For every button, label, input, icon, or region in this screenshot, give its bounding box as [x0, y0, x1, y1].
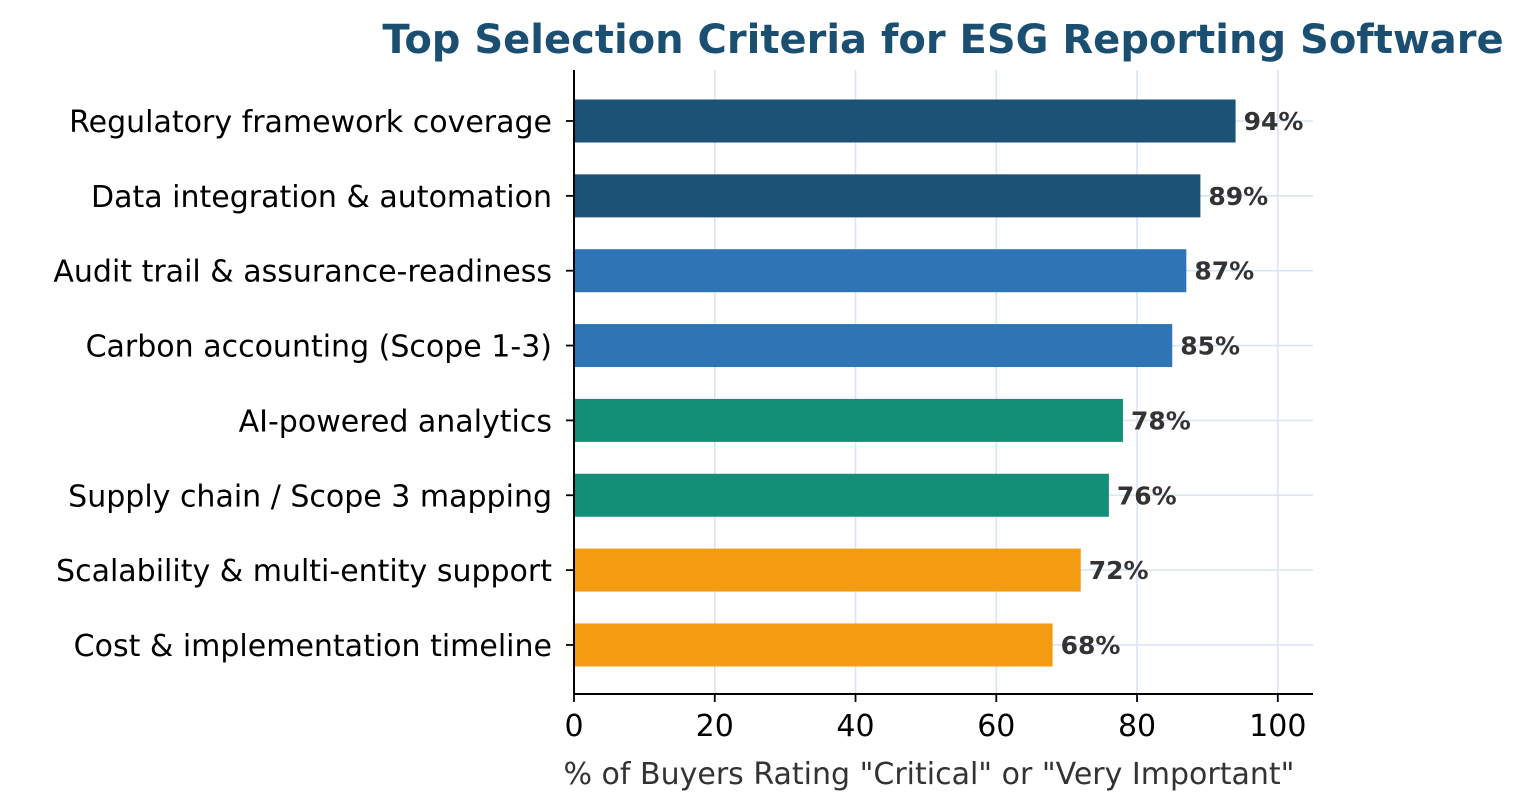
value-label: 87% [1194, 257, 1254, 286]
bar [574, 473, 1109, 517]
x-tick-label: 20 [696, 709, 734, 744]
bars [574, 99, 1236, 667]
value-label: 76% [1117, 481, 1177, 510]
category-label: Scalability & multi-entity support [56, 554, 552, 589]
bar [574, 174, 1201, 218]
category-label: Carbon accounting (Scope 1-3) [86, 330, 552, 365]
value-label: 85% [1180, 332, 1240, 361]
value-label: 89% [1208, 182, 1268, 211]
x-tick-label: 100 [1249, 709, 1306, 744]
category-label: Audit trail & assurance-readiness [53, 255, 552, 290]
x-tick-label: 40 [836, 709, 874, 744]
bar [574, 249, 1187, 293]
x-tick-label: 60 [977, 709, 1015, 744]
category-label: Supply chain / Scope 3 mapping [68, 479, 552, 514]
bar [574, 324, 1173, 368]
labels: Regulatory framework coverage 94% Data int… [53, 105, 1306, 744]
category-label: AI-powered analytics [239, 404, 552, 439]
bar [574, 548, 1081, 592]
category-label: Cost & implementation timeline [74, 629, 552, 664]
bar [574, 623, 1053, 667]
gridlines [574, 70, 1313, 694]
value-label: 72% [1089, 556, 1149, 585]
x-tick-label: 80 [1118, 709, 1156, 744]
value-label: 78% [1131, 406, 1191, 435]
category-label: Regulatory framework coverage [69, 105, 552, 140]
bar [574, 398, 1123, 442]
x-tick-label: 0 [564, 709, 583, 744]
value-label: 94% [1244, 107, 1304, 136]
bar [574, 99, 1236, 143]
category-label: Data integration & automation [91, 180, 552, 215]
chart-title: Top Selection Criteria for ESG Reporting… [382, 17, 1503, 63]
value-label: 68% [1061, 631, 1121, 660]
x-axis-label: % of Buyers Rating "Critical" or "Very I… [564, 757, 1295, 792]
axes [566, 70, 1313, 702]
